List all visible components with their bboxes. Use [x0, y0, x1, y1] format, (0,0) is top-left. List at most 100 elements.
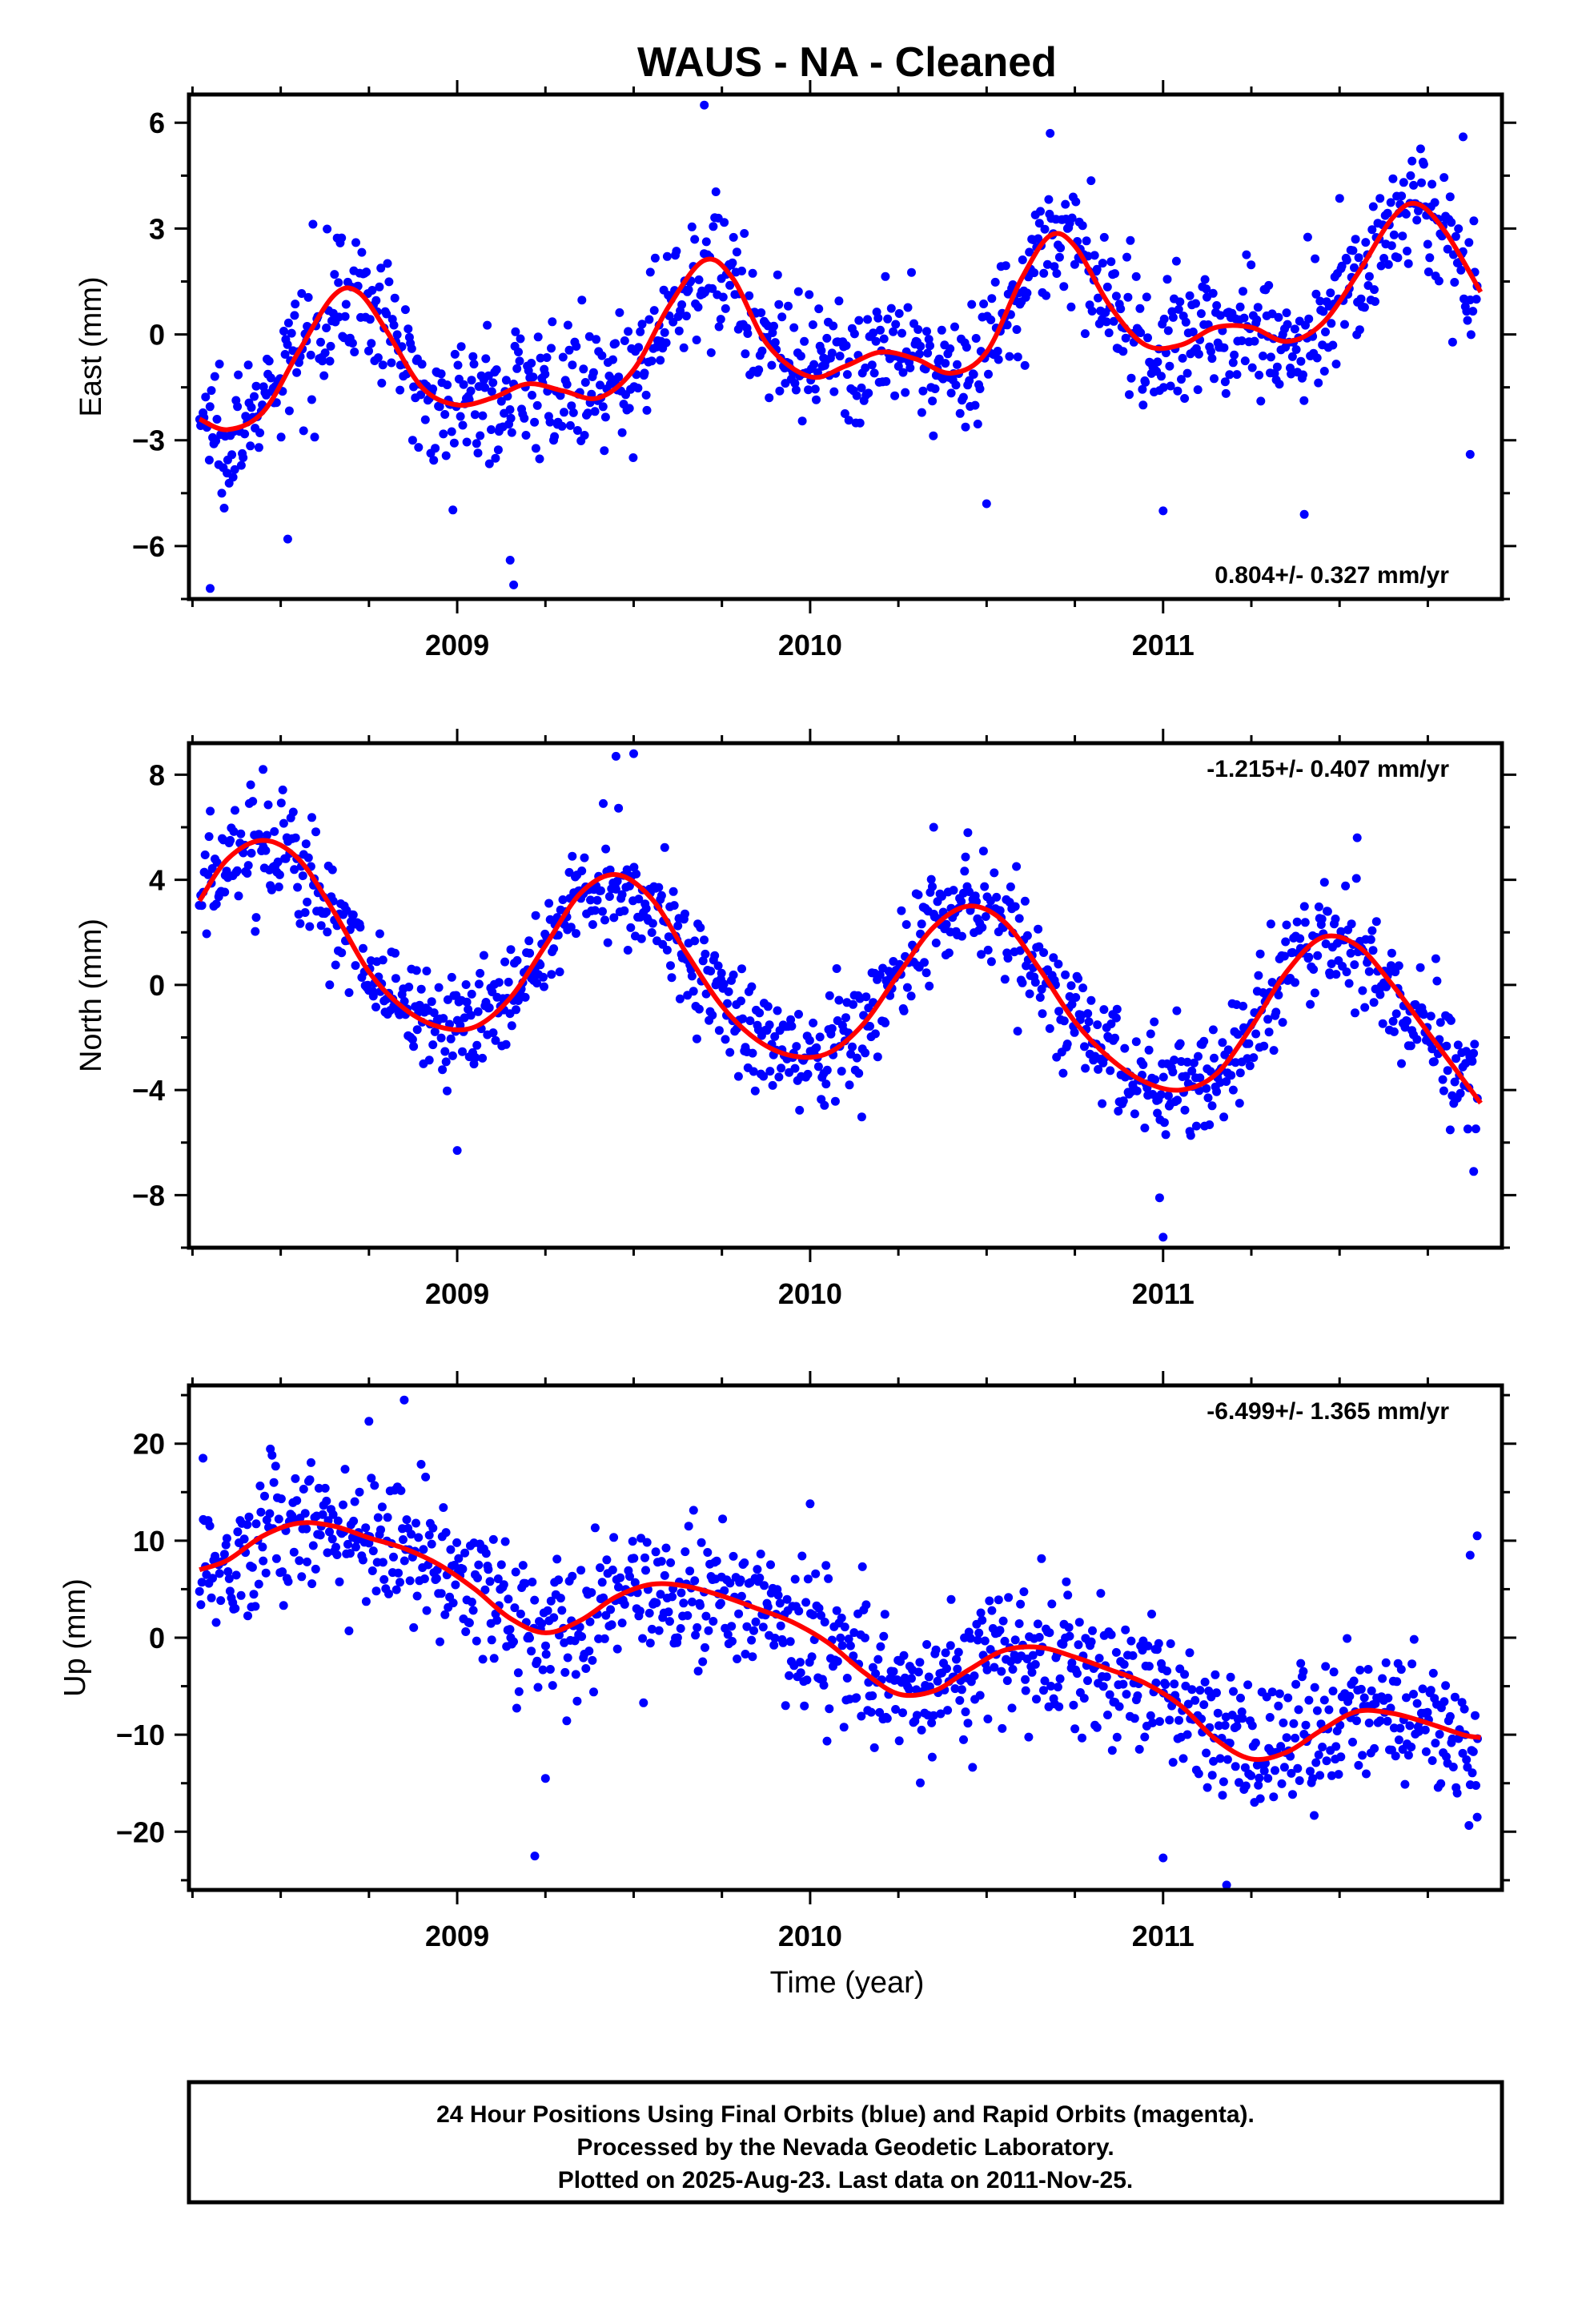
east-data-point — [550, 432, 560, 441]
up-data-point — [258, 1542, 267, 1552]
north-data-point — [412, 1025, 422, 1035]
east-data-point — [1044, 195, 1054, 204]
north-data-point — [488, 1028, 498, 1038]
east-data-point — [1417, 178, 1426, 187]
north-data-point — [325, 980, 335, 990]
north-data-point — [1205, 1120, 1215, 1129]
up-data-point — [1412, 1699, 1422, 1708]
east-data-point — [1012, 325, 1022, 334]
north-data-point — [200, 850, 210, 859]
up-data-point — [587, 1588, 596, 1598]
north-data-point — [1331, 970, 1341, 979]
up-data-point — [396, 1486, 406, 1495]
north-data-point — [822, 1065, 832, 1075]
up-data-point — [1364, 1719, 1374, 1727]
up-data-point — [389, 1552, 398, 1562]
up-data-point — [291, 1474, 300, 1483]
north-data-point — [805, 1035, 814, 1045]
east-data-point — [1104, 328, 1114, 338]
north-data-point — [777, 1063, 786, 1073]
east-data-point — [1141, 377, 1150, 387]
up-data-point — [1039, 1686, 1048, 1695]
north-data-point — [600, 915, 609, 925]
up-outlier-point — [1472, 1812, 1482, 1822]
north-data-point — [1406, 1041, 1415, 1051]
north-data-point — [626, 923, 636, 932]
up-data-point — [1086, 1637, 1096, 1647]
east-data-point — [234, 370, 243, 380]
east-data-point — [1219, 343, 1229, 352]
up-data-point — [367, 1474, 376, 1483]
north-data-point — [1045, 1023, 1054, 1033]
up-data-point — [966, 1634, 975, 1643]
up-data-point — [912, 1711, 921, 1720]
north-outlier-point — [1469, 1167, 1479, 1176]
east-data-point — [1331, 360, 1341, 369]
up-data-point — [335, 1577, 344, 1586]
north-data-point — [471, 1053, 480, 1063]
up-data-point — [236, 1590, 246, 1600]
up-data-point — [1047, 1599, 1057, 1609]
north-data-point — [1452, 1054, 1461, 1063]
east-data-point — [889, 327, 898, 336]
east-data-point — [1056, 243, 1066, 253]
up-data-point — [1215, 1754, 1225, 1763]
up-data-point — [661, 1543, 671, 1553]
north-data-point — [961, 852, 970, 862]
east-data-point — [487, 425, 496, 434]
up-data-point — [1212, 1688, 1221, 1698]
up-data-point — [647, 1624, 656, 1634]
up-data-point — [528, 1578, 537, 1586]
east-data-point — [524, 366, 533, 376]
north-data-point — [262, 830, 271, 840]
up-data-point — [1288, 1790, 1297, 1799]
north-data-point — [792, 1042, 801, 1051]
up-outlier-point — [805, 1499, 815, 1509]
up-data-point — [1064, 1622, 1074, 1632]
up-data-point — [1122, 1690, 1131, 1699]
up-data-point — [763, 1602, 773, 1611]
east-data-point — [1456, 265, 1466, 275]
up-data-point — [1322, 1756, 1331, 1766]
north-data-point — [197, 901, 207, 911]
north-data-point — [1369, 998, 1379, 1007]
east-data-point — [637, 320, 647, 329]
up-data-point — [800, 1701, 809, 1711]
north-data-point — [447, 972, 456, 982]
up-data-point — [689, 1506, 698, 1515]
up-data-point — [1457, 1698, 1467, 1707]
up-data-point — [1299, 1667, 1308, 1676]
east-data-point — [598, 402, 608, 412]
north-data-point — [1341, 881, 1351, 891]
east-data-point — [1034, 234, 1043, 243]
up-data-point — [1407, 1659, 1417, 1669]
east-data-point — [1071, 197, 1081, 207]
up-data-point — [1435, 1730, 1444, 1739]
up-outlier-point — [1472, 1531, 1482, 1541]
up-data-point — [289, 1547, 299, 1557]
up-data-point — [322, 1496, 331, 1506]
east-data-point — [701, 237, 711, 247]
north-data-point — [1203, 1093, 1213, 1103]
north-data-point — [371, 1003, 380, 1011]
up-data-point — [1421, 1747, 1431, 1756]
east-data-point — [596, 380, 604, 390]
north-data-point — [439, 1014, 448, 1023]
up-data-point — [1220, 1721, 1230, 1730]
up-data-point — [468, 1606, 478, 1615]
north-data-point — [1039, 948, 1049, 957]
north-data-point — [1331, 915, 1340, 923]
up-data-point — [1021, 1686, 1030, 1695]
up-data-point — [1363, 1665, 1373, 1674]
east-data-point — [644, 315, 654, 324]
east-data-point — [1427, 179, 1437, 189]
north-data-point — [588, 920, 597, 929]
up-data-point — [205, 1521, 215, 1530]
up-data-point — [868, 1691, 877, 1700]
east-data-point — [1463, 316, 1472, 325]
north-data-point — [1321, 939, 1331, 949]
east-data-point — [891, 320, 901, 329]
east-data-point — [1383, 208, 1392, 218]
footer-line-1: 24 Hour Positions Using Final Orbits (bl… — [436, 2101, 1255, 2128]
up-data-point — [998, 1616, 1008, 1626]
